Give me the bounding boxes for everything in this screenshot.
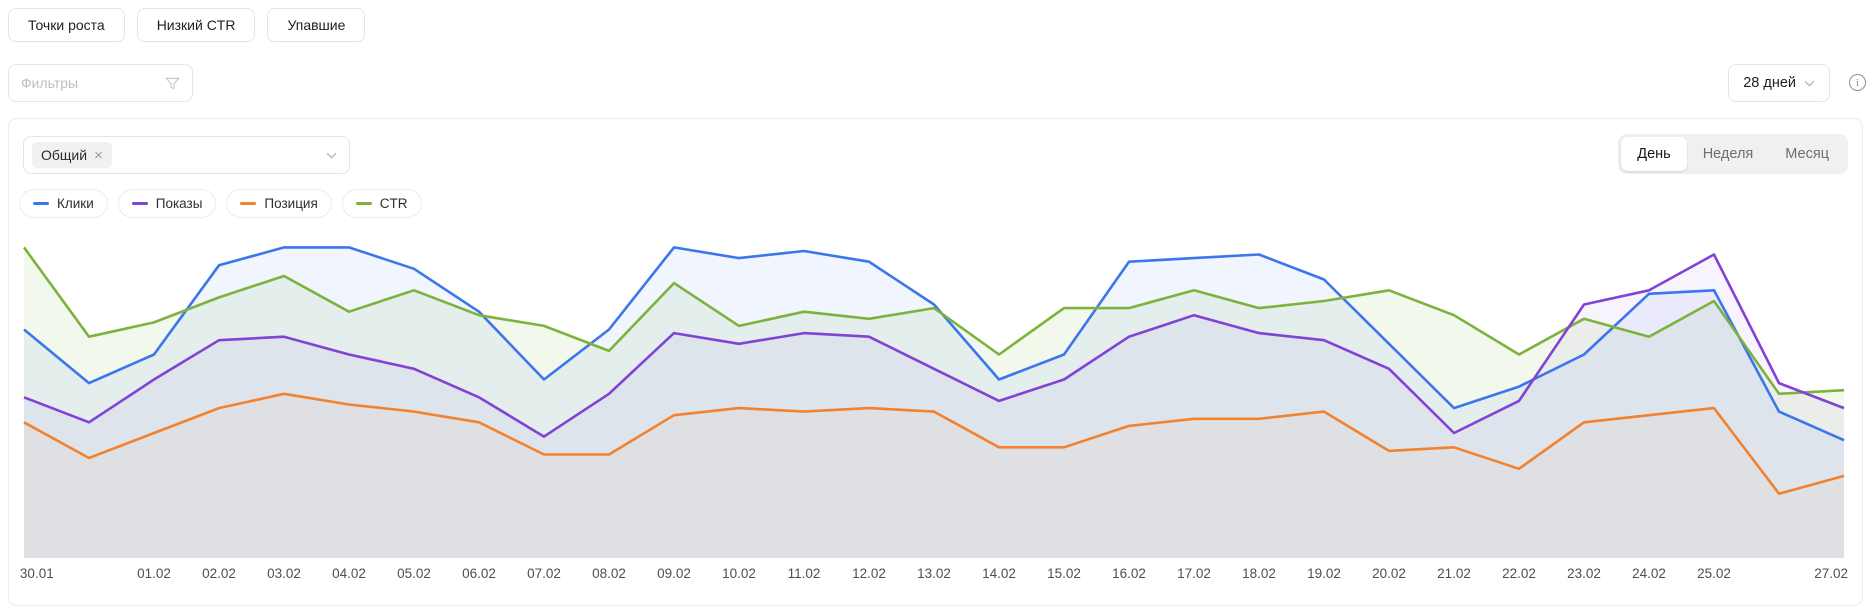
dropped-button[interactable]: Упавшие bbox=[267, 8, 366, 42]
filters-row: Фильтры bbox=[8, 64, 193, 102]
chevron-down-icon bbox=[1804, 80, 1815, 87]
x-axis-label: 06.02 bbox=[462, 566, 496, 581]
legend-dash-icon bbox=[33, 202, 49, 205]
series-line-клики bbox=[24, 247, 1844, 440]
x-axis-label: 03.02 bbox=[267, 566, 301, 581]
filters-placeholder: Фильтры bbox=[21, 75, 79, 91]
area-fill-позиция bbox=[24, 393, 1844, 558]
quick-filter-toolbar: Точки роста Низкий CTR Упавшие bbox=[8, 8, 366, 42]
series-line-показы bbox=[24, 255, 1844, 437]
x-axis-label: 11.02 bbox=[787, 566, 821, 581]
segment-tag: Общий × bbox=[32, 142, 112, 168]
x-axis-label: 04.02 bbox=[332, 566, 366, 581]
x-axis-label: 08.02 bbox=[592, 566, 626, 581]
x-axis-label: 14.02 bbox=[982, 566, 1016, 581]
x-axis-label: 30.01 bbox=[19, 566, 54, 581]
x-axis-label: 21.02 bbox=[1437, 566, 1471, 581]
legend-label: Позиция bbox=[264, 196, 318, 211]
segment-tag-label: Общий bbox=[41, 147, 88, 163]
remove-tag-icon[interactable]: × bbox=[94, 146, 103, 164]
legend-label: CTR bbox=[379, 196, 408, 211]
x-axis-label: 07.02 bbox=[527, 566, 561, 581]
filters-input[interactable]: Фильтры bbox=[8, 64, 193, 102]
legend-dash-icon bbox=[131, 202, 148, 205]
granularity-tabs: День Неделя Месяц bbox=[1618, 134, 1848, 174]
legend-item-ctr[interactable]: CTR bbox=[341, 189, 422, 218]
tab-month[interactable]: Месяц bbox=[1785, 146, 1829, 162]
info-icon[interactable]: i bbox=[1849, 74, 1866, 91]
chart-legend: Клики Показы Позиция CTR bbox=[19, 189, 422, 218]
legend-dash-icon bbox=[240, 202, 257, 205]
x-axis-label: 15.02 bbox=[1047, 566, 1081, 581]
tab-week[interactable]: Неделя bbox=[1702, 146, 1754, 162]
x-axis-label: 16.02 bbox=[1112, 566, 1146, 581]
period-select[interactable]: 28 дней bbox=[1728, 64, 1830, 102]
legend-item-показы[interactable]: Показы bbox=[117, 189, 217, 218]
x-axis: 30.01 01.02 02.02 03.02 04.02 05.02 06.02 07.02… bbox=[19, 566, 1851, 584]
low-ctr-button[interactable]: Низкий CTR bbox=[136, 8, 256, 42]
x-axis-label: 19.02 bbox=[1307, 566, 1341, 581]
area-fill-ctr bbox=[24, 247, 1844, 558]
period-value: 28 дней bbox=[1743, 75, 1796, 91]
x-axis-label: 24.02 bbox=[1632, 566, 1666, 581]
x-axis-label: 09.02 bbox=[657, 566, 691, 581]
legend-item-позиция[interactable]: Позиция bbox=[226, 189, 332, 218]
area-fill-клики bbox=[24, 247, 1844, 558]
x-axis-label: 17.02 bbox=[1177, 566, 1211, 581]
chevron-down-icon bbox=[326, 152, 337, 159]
legend-label: Клики bbox=[57, 196, 94, 211]
period-select-wrap: 28 дней bbox=[1728, 64, 1830, 102]
segment-select[interactable]: Общий × bbox=[23, 136, 350, 174]
x-axis-label: 18.02 bbox=[1242, 566, 1276, 581]
x-axis-label: 13.02 bbox=[917, 566, 951, 581]
x-axis-label: 25.02 bbox=[1697, 566, 1731, 581]
x-axis-label: 05.02 bbox=[397, 566, 431, 581]
legend-item-клики[interactable]: Клики bbox=[19, 189, 108, 218]
legend-label: Показы bbox=[155, 196, 203, 211]
metrics-area-chart[interactable] bbox=[21, 201, 1851, 558]
x-axis-label: 12.02 bbox=[852, 566, 886, 581]
tab-day[interactable]: День bbox=[1621, 137, 1687, 171]
x-axis-label: 02.02 bbox=[202, 566, 236, 581]
legend-dash-icon bbox=[355, 202, 372, 205]
x-axis-label: 22.02 bbox=[1502, 566, 1536, 581]
series-line-позиция bbox=[24, 394, 1844, 494]
x-axis-label: 20.02 bbox=[1372, 566, 1406, 581]
x-axis-label: 10.02 bbox=[722, 566, 756, 581]
growth-points-button[interactable]: Точки роста bbox=[8, 8, 125, 42]
metrics-chart-card: Общий × День Неделя Месяц Клики Показы Позиц… bbox=[8, 118, 1863, 606]
x-axis-label: 23.02 bbox=[1567, 566, 1601, 581]
x-axis-label: 01.02 bbox=[137, 566, 171, 581]
x-axis-label: 27.02 bbox=[1814, 566, 1849, 581]
series-line-ctr bbox=[24, 247, 1844, 393]
funnel-icon bbox=[165, 77, 180, 90]
area-fill-показы bbox=[24, 254, 1844, 558]
